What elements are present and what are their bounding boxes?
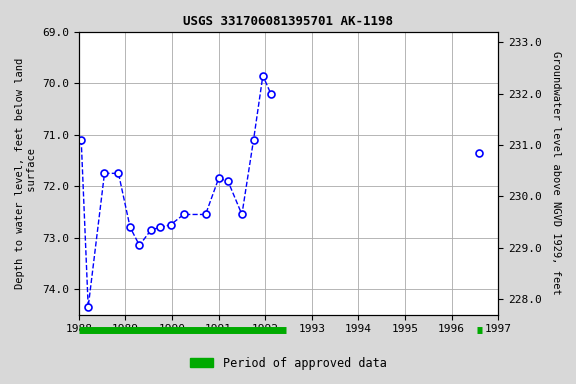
- Legend: Period of approved data: Period of approved data: [185, 352, 391, 374]
- Y-axis label: Depth to water level, feet below land
 surface: Depth to water level, feet below land su…: [15, 58, 37, 289]
- Y-axis label: Groundwater level above NGVD 1929, feet: Groundwater level above NGVD 1929, feet: [551, 51, 561, 295]
- Title: USGS 331706081395701 AK-1198: USGS 331706081395701 AK-1198: [184, 15, 393, 28]
